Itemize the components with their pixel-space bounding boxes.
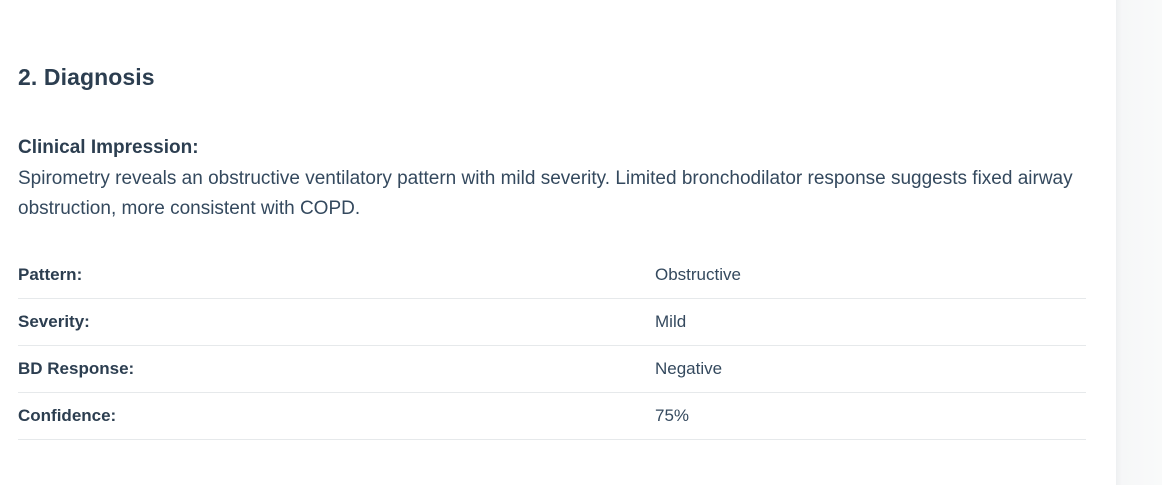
details-label: Confidence: <box>18 406 117 425</box>
clinical-impression-label: Clinical Impression: <box>18 137 199 158</box>
details-row-pattern: Pattern: Obstructive <box>18 252 1086 299</box>
details-row-bd-response: BD Response: Negative <box>18 346 1086 393</box>
section-title: 2. Diagnosis <box>18 64 155 90</box>
details-value: Obstructive <box>655 265 741 284</box>
scroll-gutter[interactable] <box>1116 0 1162 485</box>
details-label: Pattern: <box>18 265 83 284</box>
details-value: Mild <box>655 312 687 331</box>
details-value: Negative <box>655 359 723 378</box>
diagnosis-details-table: Pattern: Obstructive Severity: Mild BD R… <box>18 252 1086 440</box>
details-label: Severity: <box>18 312 90 331</box>
details-value: 75% <box>655 406 690 425</box>
report-content: 2. Diagnosis Clinical Impression: Spirom… <box>18 64 1086 440</box>
details-row-severity: Severity: Mild <box>18 299 1086 346</box>
details-label: BD Response: <box>18 359 135 378</box>
details-row-confidence: Confidence: 75% <box>18 393 1086 440</box>
clinical-impression-text: Spirometry reveals an obstructive ventil… <box>18 168 1073 219</box>
